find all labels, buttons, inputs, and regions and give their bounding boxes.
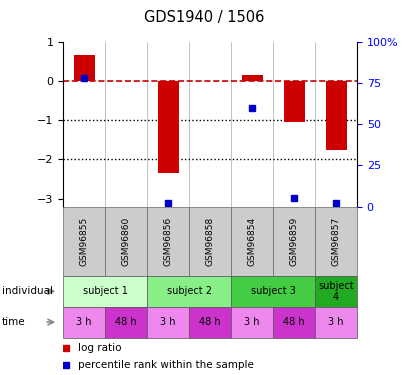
Bar xyxy=(147,276,231,307)
Text: subject 1: subject 1 xyxy=(83,286,128,296)
Text: 3 h: 3 h xyxy=(160,317,176,327)
Text: GSM96860: GSM96860 xyxy=(122,217,131,266)
Bar xyxy=(105,307,147,338)
Bar xyxy=(63,207,105,276)
Text: GSM96855: GSM96855 xyxy=(80,217,89,266)
Bar xyxy=(273,207,315,276)
Bar xyxy=(315,307,357,338)
Bar xyxy=(63,307,105,338)
Text: 3 h: 3 h xyxy=(244,317,260,327)
Text: individual: individual xyxy=(2,286,53,296)
Text: GSM96856: GSM96856 xyxy=(164,217,173,266)
Text: 3 h: 3 h xyxy=(76,317,92,327)
Bar xyxy=(284,81,304,122)
Text: log ratio: log ratio xyxy=(78,343,122,353)
Bar xyxy=(147,207,189,276)
Text: percentile rank within the sample: percentile rank within the sample xyxy=(78,360,254,369)
Bar xyxy=(157,81,179,173)
Bar xyxy=(315,207,357,276)
Bar xyxy=(231,276,315,307)
Text: 48 h: 48 h xyxy=(115,317,137,327)
Text: GSM96854: GSM96854 xyxy=(248,217,257,266)
Bar xyxy=(326,81,346,150)
Bar xyxy=(242,75,263,81)
Bar xyxy=(147,307,189,338)
Text: subject 3: subject 3 xyxy=(251,286,295,296)
Bar xyxy=(189,207,231,276)
Bar xyxy=(74,56,95,81)
Text: GDS1940 / 1506: GDS1940 / 1506 xyxy=(144,10,264,25)
Text: GSM96859: GSM96859 xyxy=(290,217,299,266)
Text: 48 h: 48 h xyxy=(199,317,221,327)
Text: subject
4: subject 4 xyxy=(318,280,354,302)
Bar xyxy=(63,276,147,307)
Bar xyxy=(231,207,273,276)
Text: GSM96857: GSM96857 xyxy=(332,217,341,266)
Text: 3 h: 3 h xyxy=(328,317,344,327)
Text: 48 h: 48 h xyxy=(283,317,305,327)
Text: GSM96858: GSM96858 xyxy=(206,217,215,266)
Bar xyxy=(105,207,147,276)
Bar xyxy=(273,307,315,338)
Text: time: time xyxy=(2,317,26,327)
Bar xyxy=(231,307,273,338)
Text: subject 2: subject 2 xyxy=(166,286,212,296)
Bar xyxy=(315,276,357,307)
Bar xyxy=(189,307,231,338)
